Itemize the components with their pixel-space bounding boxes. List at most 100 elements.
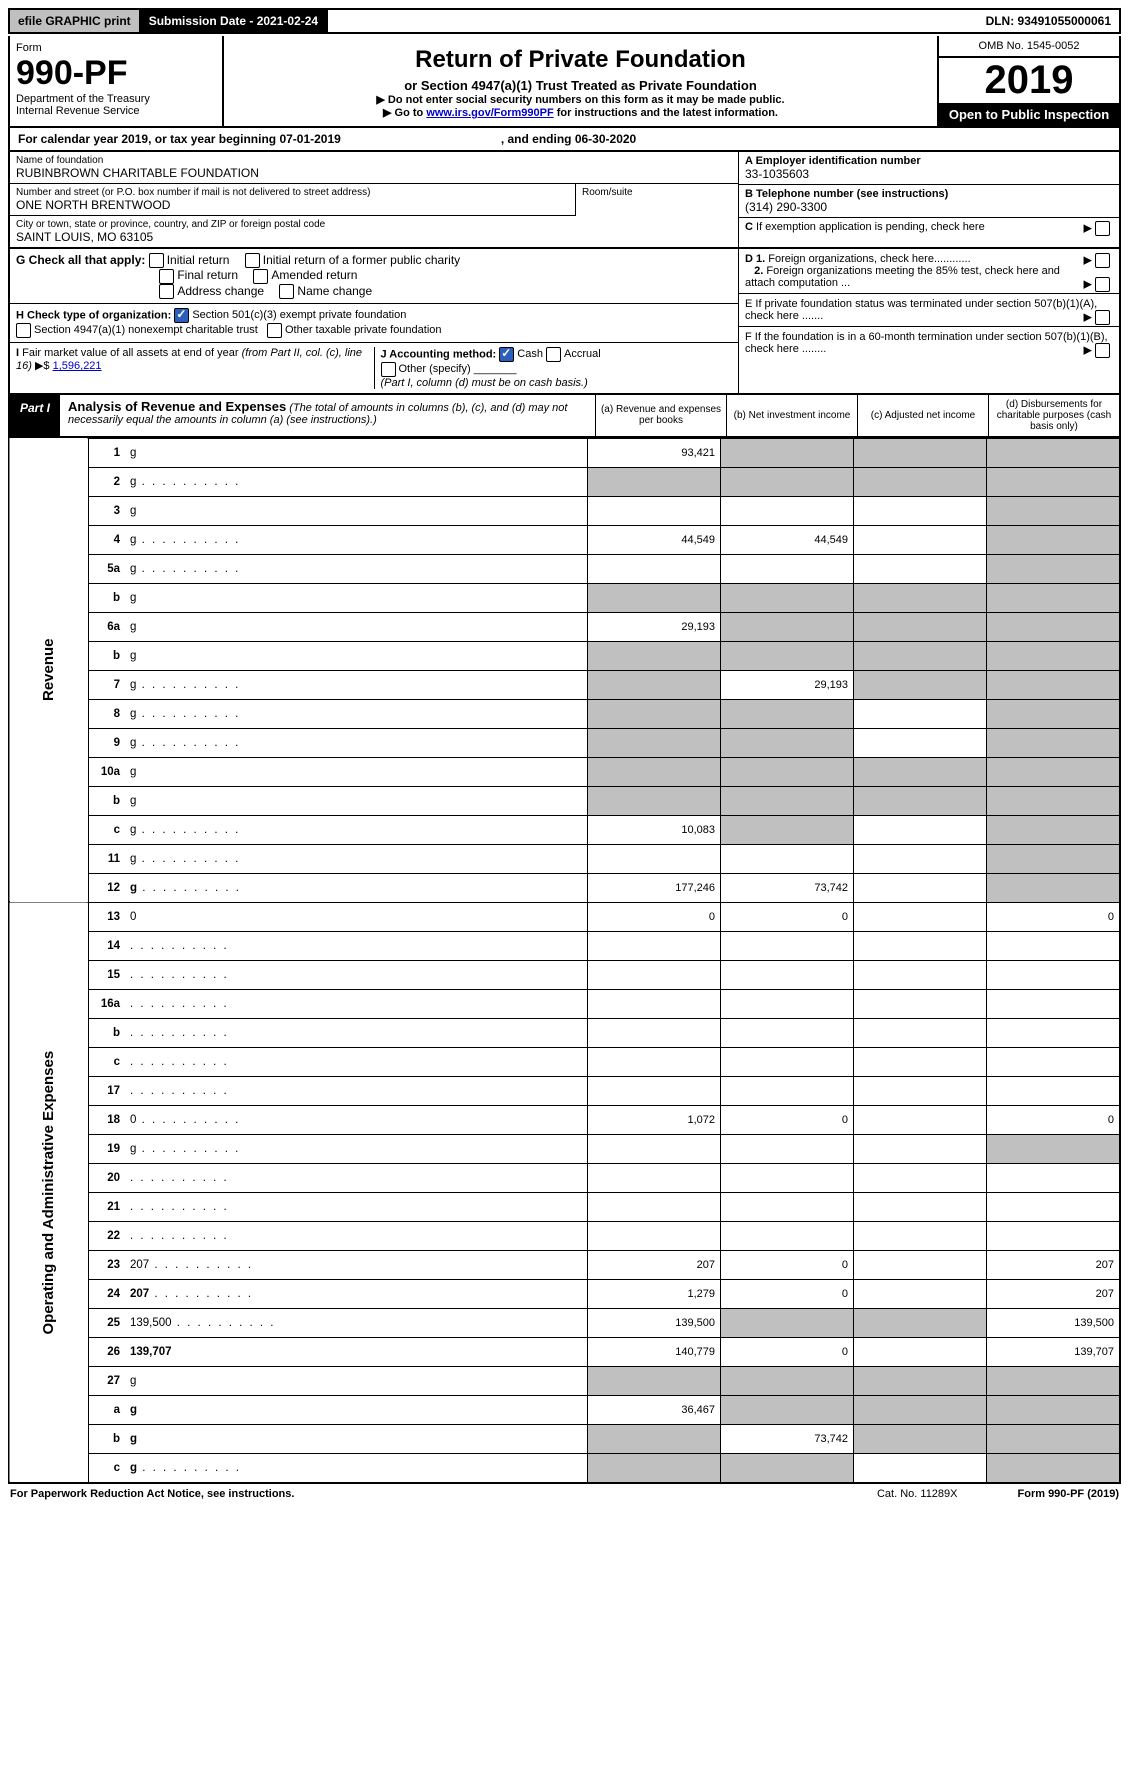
address-change-checkbox[interactable] (159, 284, 174, 299)
table-row: b (9, 1018, 1120, 1047)
cell-b (721, 1453, 854, 1483)
lower-info: G Check all that apply: Initial return I… (8, 249, 1121, 395)
foreign-85-checkbox[interactable] (1095, 277, 1110, 292)
cash-checkbox[interactable] (499, 347, 514, 362)
cell-d (987, 1366, 1121, 1395)
row-desc: 0 (125, 1105, 588, 1134)
cell-c (854, 612, 987, 641)
row-number: 2 (89, 467, 126, 496)
efile-button[interactable]: efile GRAPHIC print (10, 10, 141, 32)
irs-link[interactable]: www.irs.gov/Form990PF (426, 107, 553, 119)
table-row: bg (9, 583, 1120, 612)
cell-a: 44,549 (588, 525, 721, 554)
row-desc (125, 1221, 588, 1250)
cell-a: 1,279 (588, 1279, 721, 1308)
cell-d: 0 (987, 1105, 1121, 1134)
row-desc: g (125, 554, 588, 583)
open-public-badge: Open to Public Inspection (939, 103, 1119, 126)
cell-d (987, 844, 1121, 873)
cell-b (721, 554, 854, 583)
name-change-checkbox[interactable] (279, 284, 294, 299)
initial-return-checkbox[interactable] (149, 253, 164, 268)
cell-c (854, 1337, 987, 1366)
cell-c (854, 931, 987, 960)
cell-a (588, 699, 721, 728)
row-desc (125, 960, 588, 989)
cell-a (588, 1076, 721, 1105)
other-taxable-checkbox[interactable] (267, 323, 282, 338)
pending-checkbox[interactable] (1095, 221, 1110, 236)
foreign-org-checkbox[interactable] (1095, 253, 1110, 268)
cell-d: 0 (987, 902, 1121, 931)
cell-d (987, 612, 1121, 641)
cell-a (588, 670, 721, 699)
cell-b (721, 989, 854, 1018)
row-desc: 139,707 (125, 1337, 588, 1366)
row-desc: 139,500 (125, 1308, 588, 1337)
row-number: 12 (89, 873, 126, 902)
cell-d (987, 496, 1121, 525)
other-method-checkbox[interactable] (381, 362, 396, 377)
row-desc: g (125, 699, 588, 728)
501c3-checkbox[interactable] (174, 308, 189, 323)
row-number: b (89, 1018, 126, 1047)
cell-d (987, 583, 1121, 612)
part1-title: Analysis of Revenue and Expenses (The to… (60, 395, 596, 436)
initial-former-checkbox[interactable] (245, 253, 260, 268)
accrual-checkbox[interactable] (546, 347, 561, 362)
row-number: 21 (89, 1192, 126, 1221)
row-number: b (89, 583, 126, 612)
terminated-checkbox[interactable] (1095, 310, 1110, 325)
cell-b (721, 496, 854, 525)
cell-b (721, 1395, 854, 1424)
cell-c (854, 1395, 987, 1424)
cell-a: 93,421 (588, 438, 721, 467)
cell-c (854, 525, 987, 554)
row-desc: g (125, 1395, 588, 1424)
row-desc (125, 1163, 588, 1192)
cell-b (721, 1221, 854, 1250)
row-desc: g (125, 844, 588, 873)
final-return-checkbox[interactable] (159, 269, 174, 284)
row-number: b (89, 641, 126, 670)
cell-d (987, 438, 1121, 467)
cell-b: 0 (721, 1279, 854, 1308)
row-number: 24 (89, 1279, 126, 1308)
row-desc (125, 1047, 588, 1076)
table-row: bg73,742 (9, 1424, 1120, 1453)
table-row: 4g44,54944,549 (9, 525, 1120, 554)
cell-a (588, 641, 721, 670)
row-desc: g (125, 1424, 588, 1453)
row-number: 13 (89, 902, 126, 931)
amended-checkbox[interactable] (253, 269, 268, 284)
cell-b: 0 (721, 902, 854, 931)
cell-b (721, 699, 854, 728)
fmv-value[interactable]: 1,596,221 (53, 360, 102, 372)
form-ref: Form 990-PF (2019) (1018, 1488, 1120, 1500)
cell-d (987, 1018, 1121, 1047)
cell-c (854, 1250, 987, 1279)
cell-b: 44,549 (721, 525, 854, 554)
table-row: 27g (9, 1366, 1120, 1395)
row-desc: g (125, 1366, 588, 1395)
table-row: 15 (9, 960, 1120, 989)
cell-c (854, 989, 987, 1018)
table-row: 11g (9, 844, 1120, 873)
section-d: D 1. Foreign organizations, check here..… (739, 249, 1119, 294)
row-desc: g (125, 641, 588, 670)
row-desc (125, 931, 588, 960)
cell-b: 0 (721, 1337, 854, 1366)
cell-a (588, 989, 721, 1018)
cell-b: 73,742 (721, 1424, 854, 1453)
row-number: 3 (89, 496, 126, 525)
cell-d (987, 1076, 1121, 1105)
60month-checkbox[interactable] (1095, 343, 1110, 358)
form-note2: ▶ Go to www.irs.gov/Form990PF for instru… (230, 106, 931, 119)
cell-c (854, 960, 987, 989)
table-row: 7g29,193 (9, 670, 1120, 699)
cell-c (854, 1453, 987, 1483)
4947-checkbox[interactable] (16, 323, 31, 338)
table-row: cg10,083 (9, 815, 1120, 844)
cell-b: 29,193 (721, 670, 854, 699)
row-desc: g (125, 1453, 588, 1483)
